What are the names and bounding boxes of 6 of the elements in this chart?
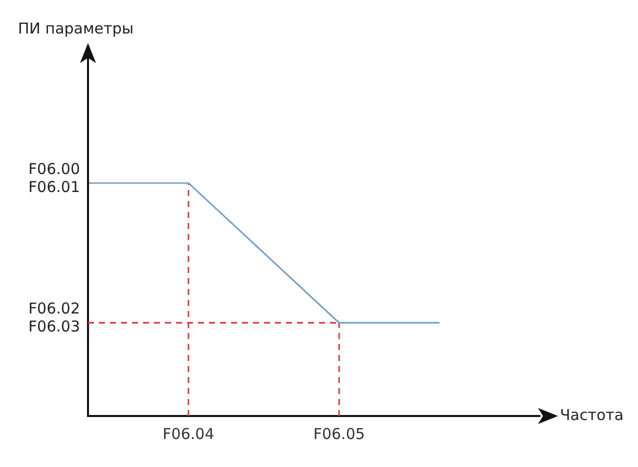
- text: F06.02 F06.03: [28, 300, 80, 336]
- text: ПИ параметры: [18, 19, 134, 38]
- x-tick-label: F06.04: [162, 424, 214, 443]
- x-axis-title: Частота: [560, 406, 624, 424]
- x-tick-label: F06.05: [313, 424, 365, 443]
- text: F06.00 F06.01: [28, 160, 80, 196]
